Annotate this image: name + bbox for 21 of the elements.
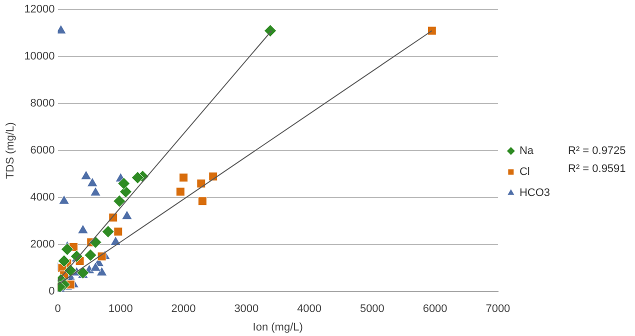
x-tick-label: 1000	[108, 303, 133, 316]
x-axis-title: Ion (mg/L)	[252, 321, 303, 334]
x-tick-label: 7000	[486, 303, 510, 316]
y-tick-label: 0	[48, 286, 55, 298]
y-tick-label: 4000	[30, 192, 55, 204]
legend-label: Na	[519, 145, 534, 158]
y-axis-title: TDS (mg/L)	[4, 122, 17, 180]
y-tick-label: 8000	[30, 98, 55, 110]
legend-label: Cl	[519, 166, 530, 178]
y-tick-label: 2000	[30, 238, 55, 251]
y-tick-label: 6000	[30, 144, 55, 157]
x-tick-label: 6000	[422, 303, 448, 316]
y-tick-label: 10000	[24, 50, 55, 63]
x-tick-label: 2000	[171, 303, 196, 316]
x-tick-label: 5000	[360, 303, 384, 316]
text: R² = 0.9725	[568, 144, 626, 159]
x-tick-label: 3000	[234, 303, 259, 316]
text: R² = 0.9591	[568, 162, 626, 177]
y-tick-label: 12000	[24, 4, 55, 16]
legend-label: HCO3	[519, 187, 550, 200]
x-tick-label: 4000	[297, 303, 322, 316]
